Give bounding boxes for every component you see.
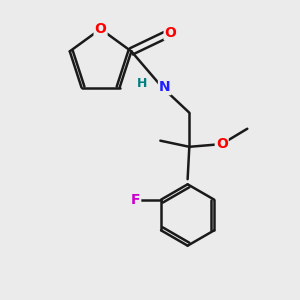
Text: H: H [136, 77, 147, 90]
Text: O: O [94, 22, 106, 36]
Text: O: O [216, 137, 228, 151]
Text: N: N [159, 80, 171, 94]
Text: F: F [131, 193, 140, 207]
Text: O: O [165, 26, 176, 40]
